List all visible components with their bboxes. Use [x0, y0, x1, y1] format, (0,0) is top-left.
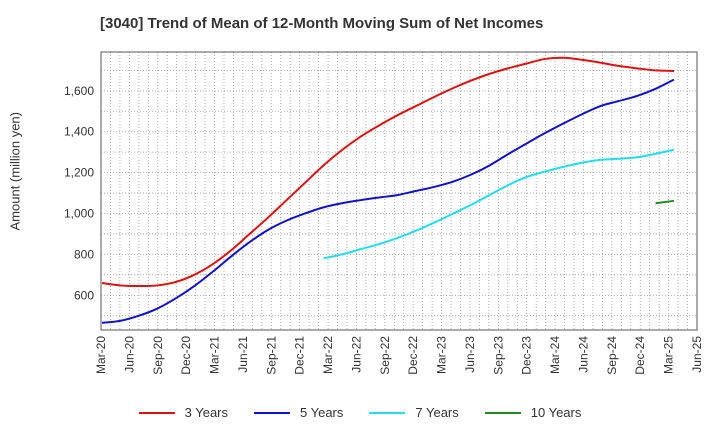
legend-item: 3 Years — [138, 405, 228, 420]
x-tick-label: Dec-21 — [293, 336, 307, 375]
plot-frame — [100, 51, 698, 331]
y-tick-label: 600 — [74, 288, 94, 302]
series-line-7-years — [323, 148, 675, 260]
x-tick-label: Mar-23 — [435, 336, 449, 374]
legend-label: 5 Years — [300, 405, 344, 420]
x-tick-label: Jun-25 — [690, 336, 704, 373]
legend-swatch — [254, 411, 290, 414]
x-tick-label: Jun-21 — [236, 336, 250, 373]
x-tick-label: Sep-22 — [378, 336, 392, 375]
y-tick-label: 1,200 — [64, 166, 94, 180]
legend-label: 10 Years — [530, 405, 582, 420]
x-tick-label: Dec-20 — [179, 336, 193, 375]
legend-swatch — [484, 411, 521, 414]
x-tick-label: Mar-21 — [208, 336, 222, 374]
y-tick-label: 1,000 — [64, 206, 94, 220]
x-tick-label: Mar-24 — [548, 336, 562, 374]
series-line-3-years — [101, 56, 675, 288]
x-tick-label: Dec-23 — [520, 336, 534, 375]
x-tick-label: Jun-22 — [349, 336, 363, 373]
legend: 3 Years 5 Years 7 Years 10 Years — [0, 405, 720, 420]
x-tick-label: Jun-20 — [122, 336, 136, 373]
legend-swatch — [369, 411, 406, 414]
x-tick-label: Mar-22 — [321, 336, 335, 374]
x-tick-label: Jun-24 — [576, 336, 590, 373]
legend-label: 7 Years — [415, 405, 459, 420]
x-tick-label: Jun-23 — [463, 336, 477, 373]
legend-item: 5 Years — [254, 405, 343, 420]
x-tick-label: Sep-20 — [151, 336, 165, 375]
y-tick-label: 800 — [74, 247, 94, 261]
legend-swatch — [138, 411, 175, 414]
y-tick-label: 1,400 — [64, 125, 94, 139]
x-tick-labels: Mar-20 Jun-20 Sep-20 Dec-20 Mar-21 Jun-21 Sep-… — [94, 336, 704, 375]
legend-label: 3 Years — [184, 405, 228, 420]
x-tick-label: Dec-24 — [633, 336, 647, 375]
chart-title: [3040] Trend of Mean of 12-Month Moving … — [100, 15, 544, 32]
series-line-10-years — [655, 199, 675, 205]
legend-item: 10 Years — [484, 405, 582, 420]
x-tick-label: Dec-22 — [406, 336, 420, 375]
y-tick-labels: 600 800 1,000 1,200 1,400 1,600 — [64, 84, 94, 302]
grid — [100, 52, 698, 330]
series-line-5-years — [101, 78, 675, 324]
series-lines — [101, 56, 675, 324]
x-tick-label: Sep-24 — [605, 336, 619, 375]
x-tick-label: Sep-23 — [491, 336, 505, 375]
x-tick-label: Mar-25 — [662, 336, 676, 374]
legend-item: 7 Years — [369, 405, 459, 420]
y-tick-label: 1,600 — [64, 84, 94, 98]
x-tick-label: Mar-20 — [94, 336, 108, 374]
line-chart: 600 800 1,000 1,200 1,400 1,600 Mar-20 Jun-20 S… — [64, 51, 704, 375]
x-tick-label: Sep-21 — [264, 336, 278, 375]
